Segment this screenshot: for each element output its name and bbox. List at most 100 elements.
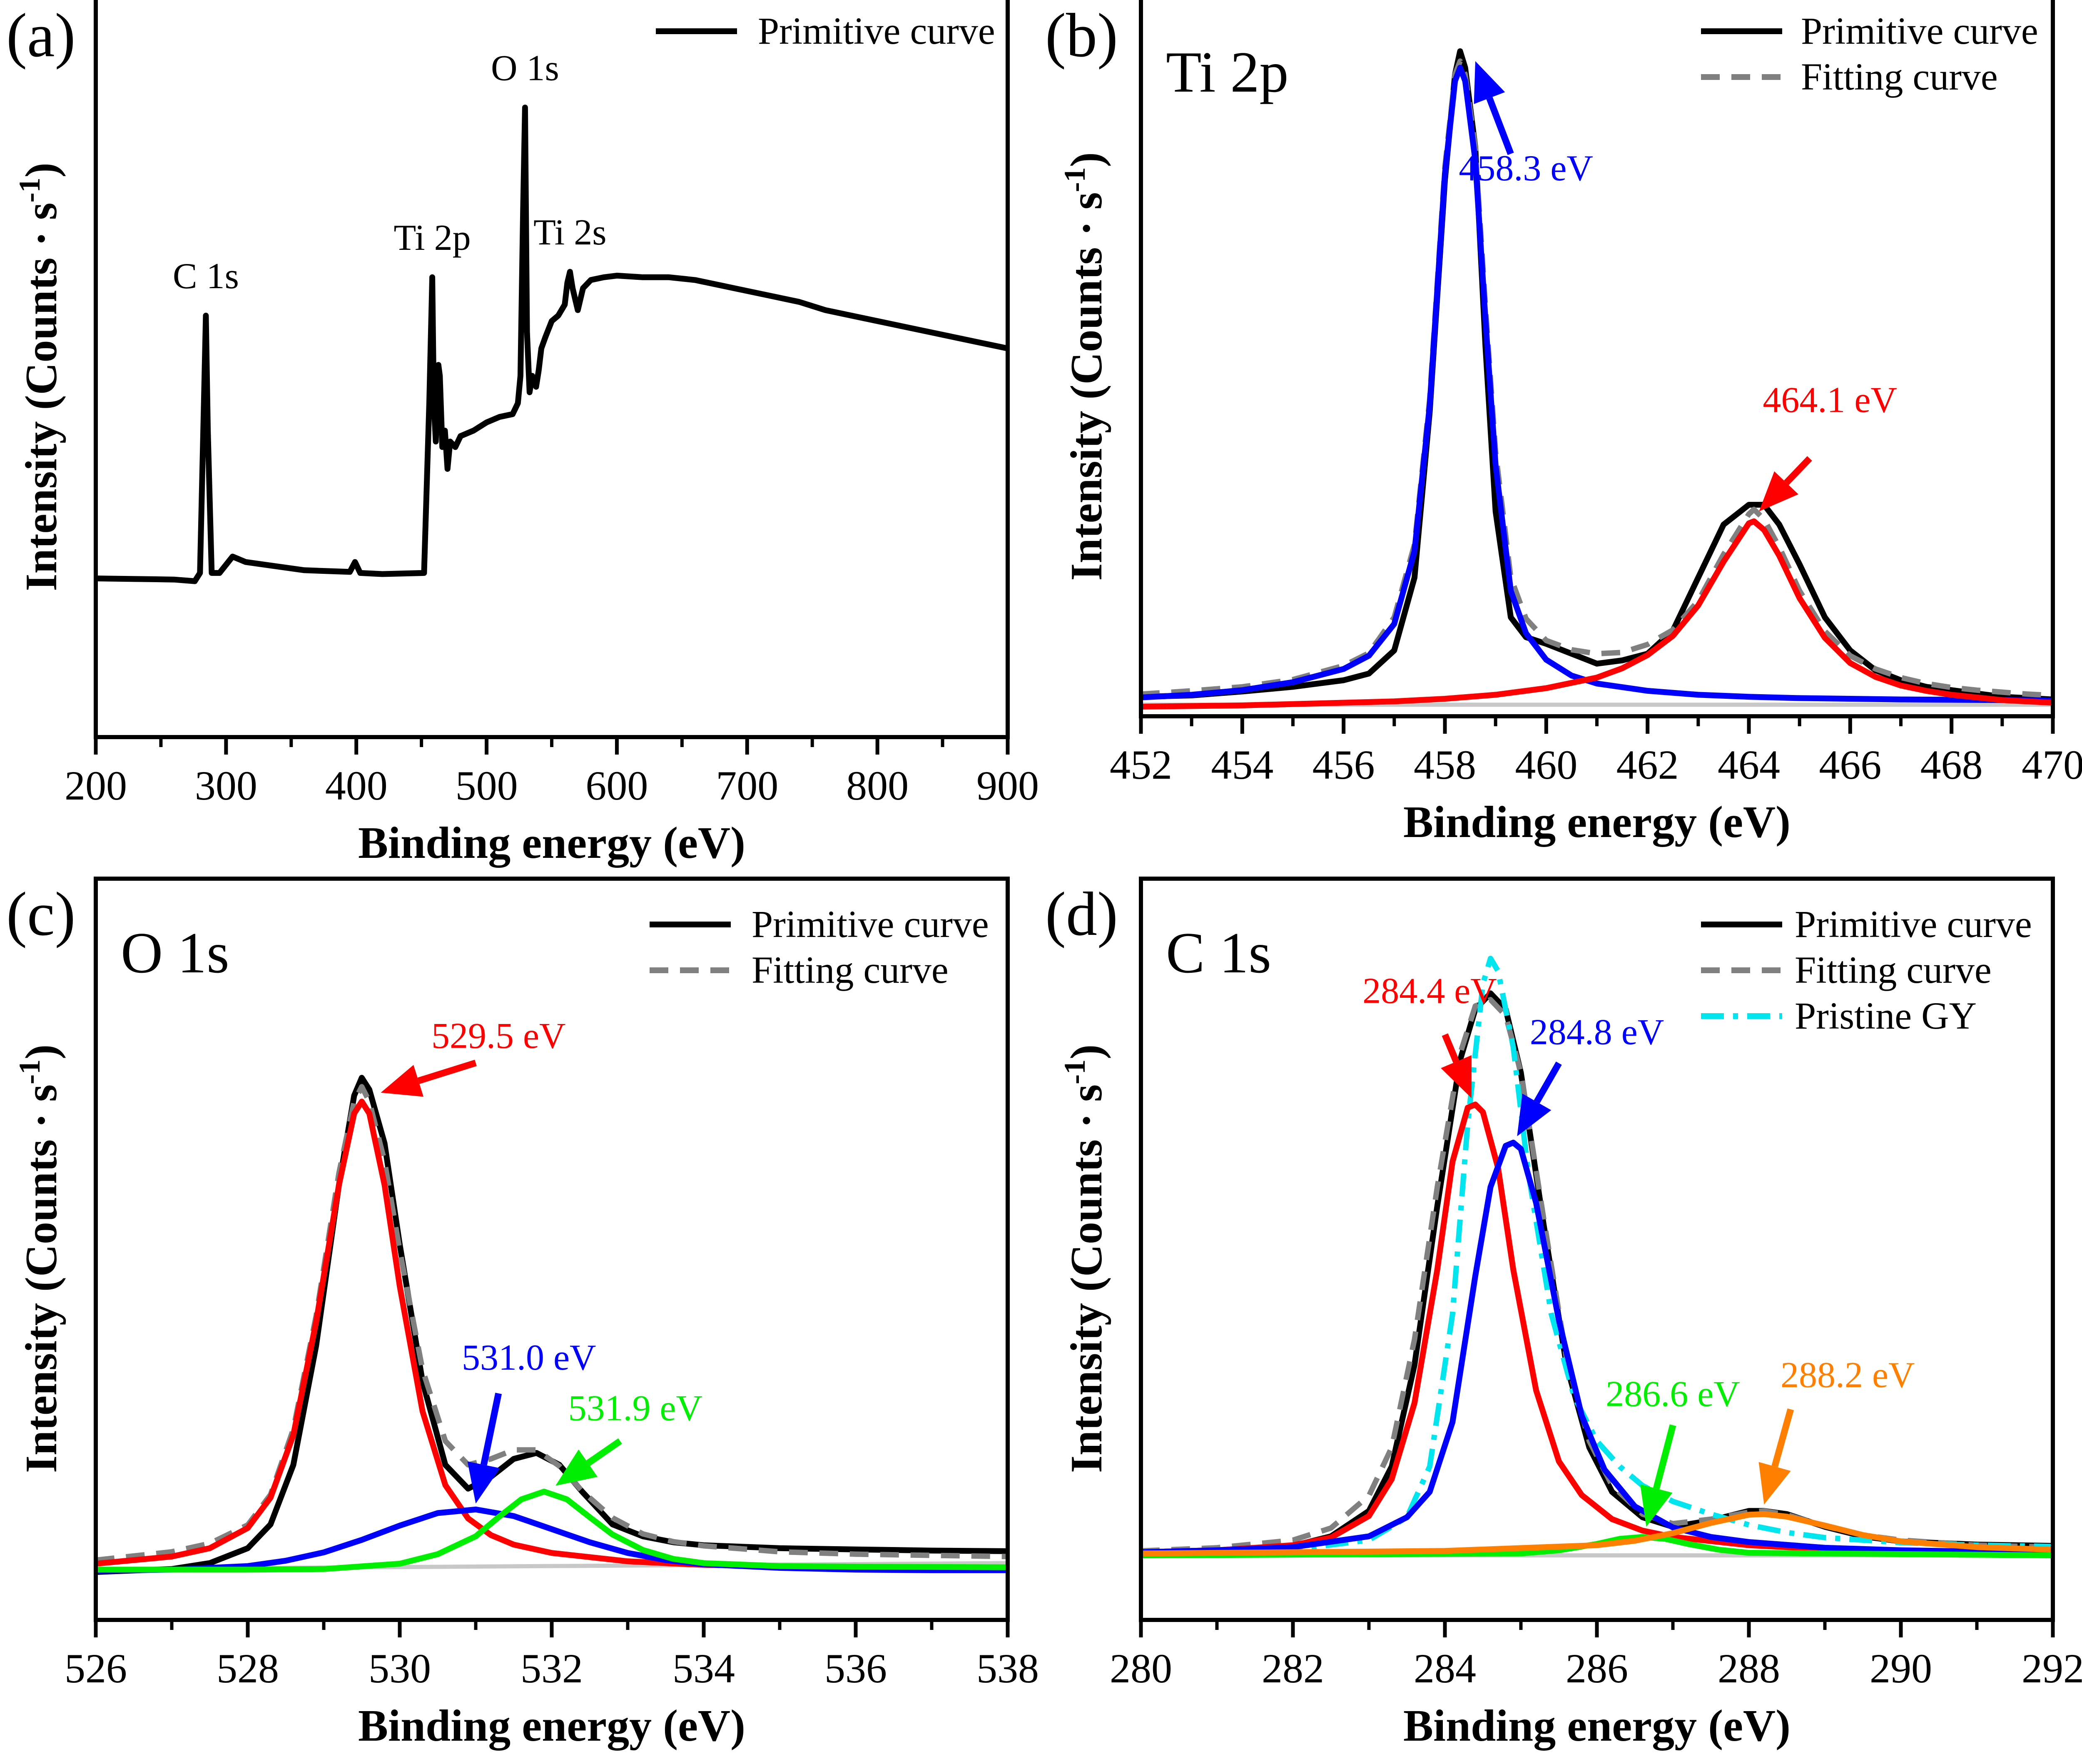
x-tick-label-c-1: 528 (217, 1645, 279, 1692)
x-tick-label-d-6: 292 (2022, 1645, 2082, 1692)
annotation-arrowhead-b-0 (1474, 61, 1505, 104)
x-tick-label-a-7: 900 (976, 762, 1039, 809)
x-axis-label-c: Binding energy (eV) (358, 1701, 745, 1751)
y-axis-label-close-c: ) (17, 1044, 66, 1059)
x-tick-label-a-5: 700 (716, 762, 778, 809)
series-d-288-2-ev-component (1141, 1511, 2053, 1557)
x-tick-label-c-5: 536 (824, 1645, 887, 1692)
annotation-arrow-c-2 (586, 1438, 622, 1466)
x-tick-label-b-1: 454 (1211, 742, 1273, 788)
y-axis-label-main-c: Intensity (Counts · s (17, 1084, 66, 1473)
annotation-label-d-2: 286.6 eV (1606, 1374, 1740, 1415)
y-axis-label-main-a: Intensity (Counts · s (17, 202, 66, 591)
series-b-464-1-ev-component (1141, 518, 2053, 710)
legend-label-d-1: Fitting curve (1795, 949, 1992, 991)
y-axis-label-a: Intensity (Counts · s-1) (13, 162, 66, 591)
legend-label-b-0: Primitive curve (1801, 10, 2038, 52)
y-axis-label-close-a: ) (17, 162, 66, 177)
x-tick-label-d-3: 286 (1566, 1645, 1628, 1692)
annotation-arrowhead-d-2 (1640, 1484, 1673, 1527)
x-tick-label-d-5: 290 (1870, 1645, 1932, 1692)
x-tick-label-a-1: 300 (195, 762, 257, 809)
x-tick-label-a-3: 500 (456, 762, 518, 809)
annotation-label-d-3: 288.2 eV (1781, 1355, 1915, 1395)
y-axis-label-close-b: ) (1062, 152, 1111, 167)
series-d-primitive-curve (1141, 990, 2053, 1555)
annotation-label-c-2: 531.9 eV (568, 1388, 702, 1428)
x-axis-label-a: Binding energy (eV) (358, 818, 745, 868)
annotation-arrow-b-0 (1486, 97, 1514, 155)
annotation-label-b-1: 464.1 eV (1763, 380, 1897, 421)
panel-b: (b) 452 454 456 458 460 462 464 466 468 470 Binding… (1045, 0, 2082, 847)
series-group-d (1141, 956, 2053, 1558)
x-tick-label-b-2: 456 (1312, 742, 1375, 788)
x-tick-label-a-2: 400 (325, 762, 388, 809)
annotation-label-d-1: 284.8 eV (1530, 1012, 1664, 1052)
x-tick-label-b-0: 452 (1110, 742, 1172, 788)
legend-label-a-0: Primitive curve (758, 10, 995, 52)
annotation-arrowhead-c-1 (467, 1461, 500, 1504)
annotation-label-c-0: 529.5 eV (431, 1016, 566, 1056)
x-tick-label-c-0: 526 (65, 1645, 127, 1692)
plot-title-b: Ti 2p (1166, 40, 1289, 105)
annotation-arrow-d-0 (1442, 1033, 1459, 1063)
y-axis-label-main-d: Intensity (Counts · s (1062, 1084, 1111, 1473)
x-tick-label-a-6: 800 (846, 762, 909, 809)
annotation-label-b-0: 458.3 eV (1459, 148, 1593, 189)
x-tick-label-b-3: 458 (1414, 742, 1476, 788)
annotation-arrow-c-0 (417, 1059, 477, 1084)
series-c-531-9-ev-component (96, 1488, 1008, 1573)
annotation-arrow-d-1 (1534, 1061, 1562, 1104)
annotation-arrow-d-2 (1653, 1424, 1676, 1490)
peak-label-a-0: C 1s (173, 256, 239, 296)
x-tick-label-a-4: 600 (585, 762, 648, 809)
y-axis-label-sup-c: -1 (13, 1059, 46, 1084)
series-c-primitive-curve (96, 1075, 1008, 1575)
annotation-arrow-c-1 (480, 1393, 502, 1466)
panel-a: (a) 200 300 400 500 600 700 800 900 Binding energ… (6, 0, 1039, 868)
y-axis-label-c: Intensity (Counts · s-1) (13, 1044, 66, 1473)
series-c-529-5-ev-component (96, 1099, 1008, 1572)
series-group-a (96, 105, 1008, 584)
x-tick-label-b-5: 462 (1616, 742, 1679, 788)
x-tick-label-c-3: 532 (520, 1645, 583, 1692)
axes-frame-a (94, 0, 1010, 739)
legend-label-c-0: Primitive curve (752, 903, 989, 945)
series-a-primitive-curve (96, 105, 1008, 584)
x-tick-label-d-1: 282 (1262, 1645, 1324, 1692)
series-group-c (96, 1075, 1008, 1575)
legend-label-d-0: Primitive curve (1795, 903, 2032, 945)
y-axis-label-sup-b: -1 (1058, 167, 1091, 192)
x-axis-label-b: Binding energy (eV) (1403, 797, 1791, 847)
annotation-arrowhead-c-0 (381, 1065, 423, 1097)
y-axis-label-d: Intensity (Counts · s-1) (1058, 1044, 1111, 1473)
x-tick-label-c-6: 538 (976, 1645, 1039, 1692)
x-tick-label-d-4: 288 (1718, 1645, 1780, 1692)
x-tick-label-b-8: 468 (1920, 742, 1983, 788)
y-axis-label-sup-d: -1 (1058, 1059, 1091, 1084)
series-c-fitting-curve (96, 1084, 1008, 1563)
series-b-fitting-curve (1141, 58, 2053, 698)
series-d-284-8-ev-component (1141, 1139, 2053, 1555)
series-b-458-3-ev-component (1141, 65, 2053, 703)
x-tick-label-b-4: 460 (1515, 742, 1577, 788)
annotation-label-d-0: 284.4 eV (1362, 971, 1497, 1011)
annotation-arrowhead-b-1 (1759, 471, 1798, 511)
peak-label-a-3: Ti 2s (533, 212, 606, 253)
x-axis-label-d: Binding energy (eV) (1403, 1701, 1791, 1751)
legend-label-d-2: Pristine GY (1795, 994, 1977, 1037)
plot-title-c: O 1s (121, 921, 229, 985)
legend-label-c-1: Fitting curve (752, 949, 949, 991)
annotation-arrow-d-3 (1771, 1408, 1794, 1468)
panel-c: (c) 526 528 530 532 534 536 538 Binding energy (… (6, 877, 1039, 1751)
panel-label-b: (b) (1045, 1, 1118, 70)
x-tick-label-b-7: 466 (1819, 742, 1881, 788)
y-axis-label-close-d: ) (1062, 1044, 1111, 1059)
series-d-284-4-ev-component (1141, 1101, 2053, 1556)
annotation-arrowhead-d-1 (1517, 1094, 1552, 1136)
x-tick-label-c-2: 530 (369, 1645, 431, 1692)
panel-label-c: (c) (6, 880, 75, 949)
axes-frame-b (1139, 0, 2055, 718)
annotation-arrowhead-d-3 (1758, 1462, 1791, 1505)
